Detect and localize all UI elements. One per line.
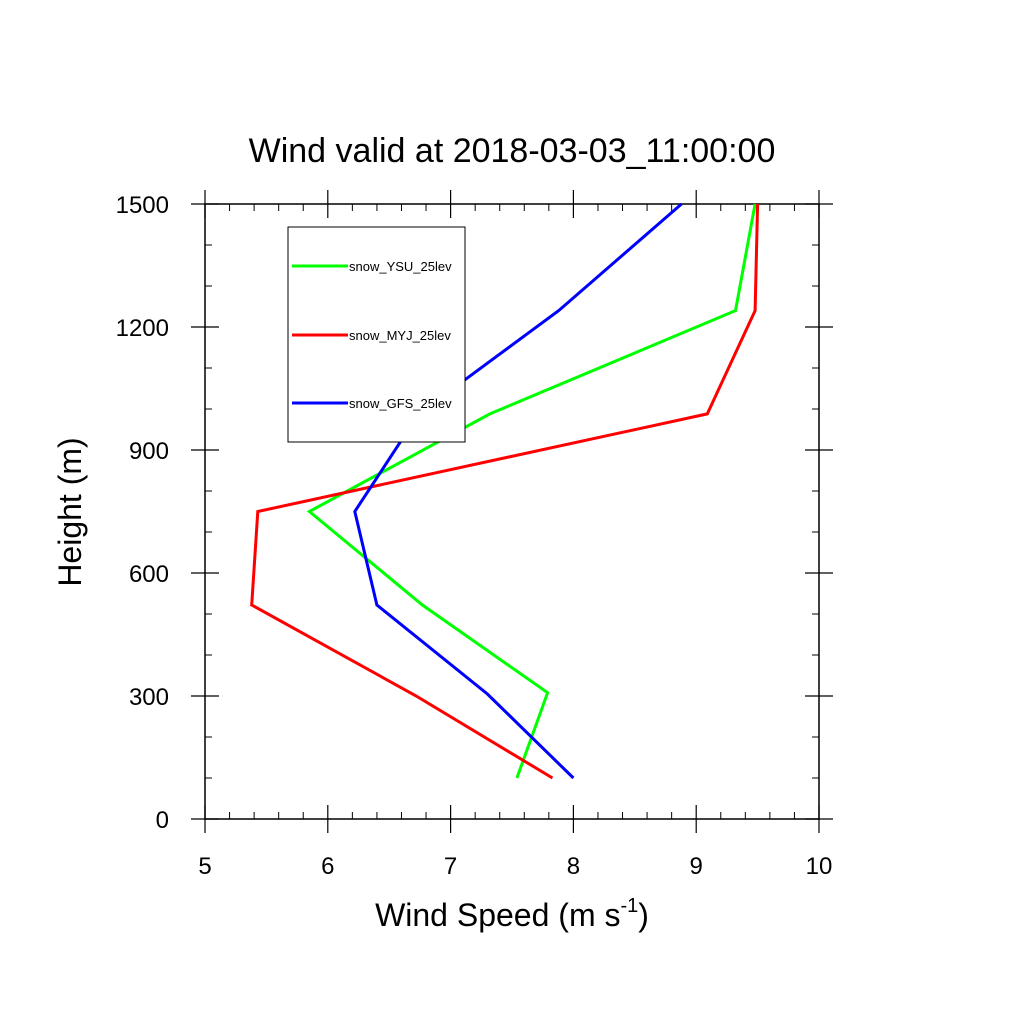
x-axis-title: Wind Speed (m s-1) <box>375 895 649 933</box>
y-tick-label: 300 <box>129 684 169 711</box>
legend-label-snow_YSU_25lev: snow_YSU_25lev <box>349 259 452 274</box>
ticks-layer <box>191 190 833 833</box>
x-tick-label: 5 <box>198 853 211 880</box>
y-tick-label: 900 <box>129 438 169 465</box>
plot-frame <box>204 203 820 820</box>
y-tick-label: 600 <box>129 561 169 588</box>
x-tick-label: 10 <box>806 853 833 880</box>
y-axis-title: Height (m) <box>52 437 88 586</box>
legend: snow_YSU_25lev snow_MYJ_25lev snow_GFS_25l… <box>287 226 466 443</box>
tick-labels-layer: 5 6 7 8 9 10 0 300 600 900 1200 1500 <box>116 192 833 880</box>
series-line-snow_GFS_25lev <box>353 202 683 780</box>
x-axis-title-close: ) <box>638 897 649 933</box>
x-tick-label: 7 <box>444 853 457 880</box>
series-line-snow_YSU_25lev <box>306 203 757 779</box>
x-axis-title-superscript: -1 <box>620 895 638 917</box>
y-tick-label: 1200 <box>116 315 169 342</box>
legend-label-snow_GFS_25lev: snow_GFS_25lev <box>349 396 452 411</box>
chart-title: Wind valid at 2018-03-03_11:00:00 <box>249 132 776 170</box>
x-axis-title-base: Wind Speed (m s <box>375 897 620 933</box>
legend-items: snow_YSU_25lev snow_MYJ_25lev snow_GFS_25l… <box>292 259 452 411</box>
x-tick-label: 6 <box>321 853 334 880</box>
y-tick-label: 1500 <box>116 192 169 219</box>
x-tick-label: 9 <box>690 853 703 880</box>
x-tick-label: 8 <box>567 853 580 880</box>
legend-label-snow_MYJ_25lev: snow_MYJ_25lev <box>349 328 451 343</box>
series-layer <box>250 202 760 780</box>
y-tick-label: 0 <box>156 807 169 834</box>
series-line-snow_MYJ_25lev <box>250 203 760 780</box>
